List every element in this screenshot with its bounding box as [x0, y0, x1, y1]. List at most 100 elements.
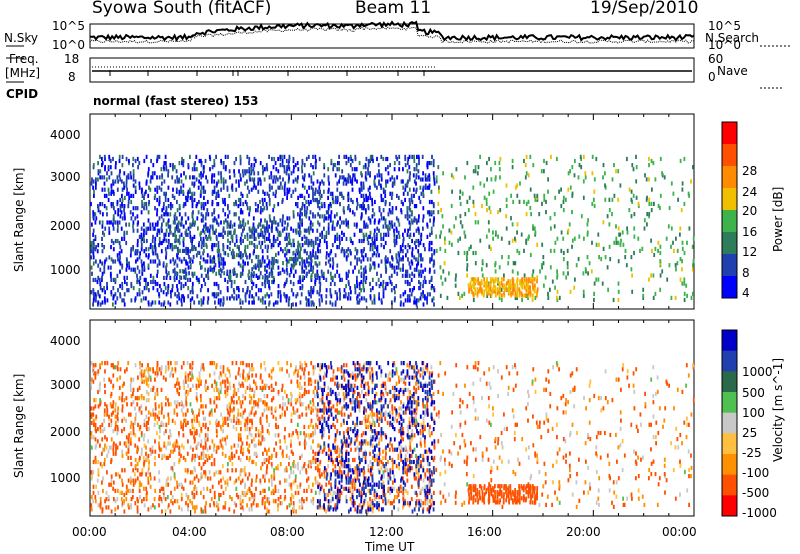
- power-cell-721: [185, 195, 187, 200]
- power-cell-704: [182, 163, 185, 168]
- power-cell-2716: [246, 244, 249, 249]
- power-cell-1698: [317, 212, 319, 217]
- power-cell-3047: [529, 154, 532, 159]
- power-cell-50: [94, 212, 97, 217]
- velocity-cell-1237: [265, 414, 268, 419]
- power-cell-2453: [415, 204, 418, 209]
- velocity-cell-664: [189, 499, 192, 504]
- power-cell-2886: [459, 189, 462, 194]
- power-cell-1203: [252, 281, 255, 287]
- velocity-cell-157: [112, 410, 114, 415]
- power-cell-1063: [233, 279, 236, 285]
- power-cell-347: [136, 238, 139, 244]
- power-cell-1832: [334, 163, 337, 168]
- power-cell-1656: [311, 222, 314, 227]
- power-cell-2788: [293, 256, 295, 262]
- power-cell-615: [172, 165, 174, 170]
- power-cell-2776: [286, 248, 289, 253]
- velocity-cell-1102: [249, 418, 251, 423]
- velocity-cell-1168: [257, 439, 260, 444]
- power-cell-1216: [253, 183, 256, 188]
- power-cell-1987: [358, 298, 361, 303]
- velocity-cell-584: [176, 412, 179, 417]
- velocity-cell-394: [144, 375, 147, 380]
- power-cell-1449: [285, 277, 288, 282]
- velocity-cell-433: [152, 408, 154, 413]
- power-cell-1430: [284, 294, 287, 299]
- power-cell-3002: [512, 261, 515, 266]
- power-cell-2564: [428, 161, 431, 166]
- power-cell-2051: [365, 275, 368, 280]
- power-cell-2755: [271, 271, 274, 276]
- power-cell-1200: [250, 163, 253, 168]
- power-cell-3161: [582, 179, 585, 184]
- power-cell-73: [99, 281, 102, 287]
- power-cell-66: [97, 177, 99, 182]
- power-cell-243: [121, 202, 123, 207]
- power-cell-2419: [411, 210, 413, 215]
- velocity-cell-623: [182, 427, 184, 432]
- power-cell-976: [219, 302, 222, 307]
- power-cell-2808: [301, 269, 304, 274]
- velocity-cell-1090: [246, 363, 248, 368]
- power-cell-987: [220, 175, 223, 180]
- power-cell-1450: [285, 267, 288, 272]
- power-cell-1093: [238, 216, 240, 221]
- power-cell-1275: [261, 208, 264, 213]
- velocity-cell-469: [158, 478, 161, 483]
- power-cell-3474: [510, 291, 512, 296]
- power-cell-2037: [362, 232, 365, 237]
- velocity-cell-1293: [275, 416, 277, 421]
- power-cell-3232: [619, 242, 622, 247]
- velocity-cell-714: [193, 427, 196, 432]
- velocity-cell-900: [219, 365, 222, 370]
- power-cell-3299: [653, 201, 655, 206]
- power-cell-649: [176, 208, 179, 213]
- power-cell-2397: [408, 206, 411, 211]
- velocity-cell-865: [215, 404, 218, 409]
- power-cell-1038: [226, 185, 229, 190]
- power-cell-531: [161, 181, 163, 186]
- power-cell-75: [99, 267, 102, 272]
- power-cell-919: [214, 300, 216, 305]
- velocity-cell-733: [195, 383, 198, 388]
- power-cell-999: [222, 257, 225, 262]
- power-cell-971: [217, 202, 220, 207]
- velocity-cell-649: [187, 503, 189, 508]
- power-cell-232: [121, 298, 124, 303]
- velocity-cell-542: [170, 466, 172, 471]
- power-cell-3015: [516, 248, 519, 253]
- power-cell-1370: [272, 208, 275, 213]
- power-cell-1984: [356, 179, 358, 184]
- velocity-cell-869: [215, 381, 218, 386]
- power-cell-505: [158, 292, 160, 297]
- velocity-cell-1302: [277, 464, 279, 469]
- power-cell-3095: [554, 285, 556, 290]
- power-cell-2769: [279, 232, 282, 237]
- power-cell-134: [108, 255, 111, 260]
- power-cell-3471: [508, 283, 510, 288]
- power-cell-3354: [683, 291, 686, 296]
- power-cell-2796: [297, 254, 300, 260]
- velocity-cell-1276: [273, 472, 276, 477]
- power-cell-237: [120, 249, 123, 254]
- power-cell-744: [189, 257, 192, 262]
- power-cell-1255: [259, 222, 262, 227]
- velocity-cell-691: [191, 408, 193, 413]
- velocity-cell-346: [141, 447, 143, 452]
- power-cell-1011: [222, 165, 225, 170]
- power-cell-2863: [448, 240, 451, 245]
- power-cell-2563: [428, 173, 431, 178]
- power-cell-382: [141, 199, 143, 205]
- velocity-cell-738: [197, 441, 200, 446]
- velocity-cell-847: [213, 400, 216, 405]
- power-cell-2797: [297, 244, 300, 249]
- power-cell-1230: [255, 208, 257, 213]
- power-cell-1641: [310, 199, 312, 205]
- power-cell-3175: [591, 240, 593, 245]
- power-cell-3017: [516, 222, 519, 227]
- velocity-cell-995: [235, 427, 238, 432]
- velocity-cell-438: [153, 505, 156, 510]
- power-cell-293: [127, 173, 130, 178]
- power-cell-1024: [226, 296, 229, 301]
